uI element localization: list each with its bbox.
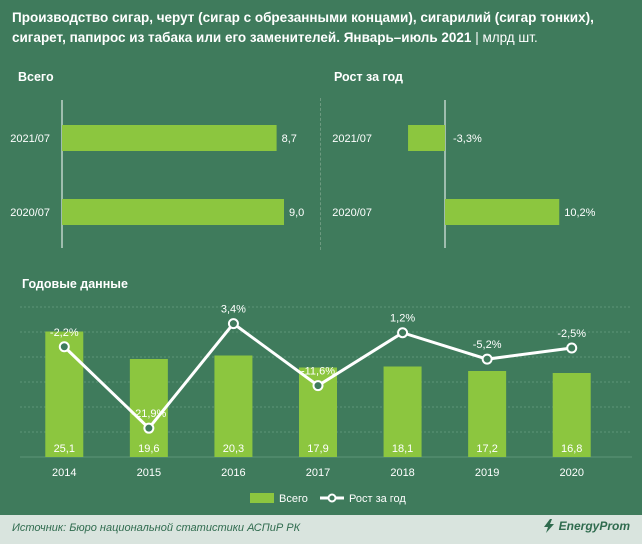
chart-canvas: 2021/07 8,7 2020/07 9,0 2021/07 -3,3% 2020/07 1… [10,100,632,505]
growth-point [227,318,239,330]
footer-bar [0,515,642,544]
brand-logo-text: EnergyProm [558,519,630,533]
source-note: Источник: Бюро национальной статистики А… [12,522,301,534]
chart-title-main: Производство сигар, черут (сигар с обрез… [12,10,594,45]
annual-bar [129,359,168,457]
growth-value-label: -5,2% [473,339,502,351]
left-panel-heading: Всего [18,70,54,84]
year-tick-label: 2019 [475,467,499,479]
year-tick-label: 2018 [390,467,414,479]
growth-value-label: 3,4% [221,304,246,316]
annual-bar [468,371,507,457]
growth-point [397,327,409,339]
growth-point [143,422,155,434]
year-tick-label: 2020 [559,467,583,479]
panel-divider [320,98,321,250]
right-bar [445,199,560,225]
bottom-panel-heading: Годовые данные [22,277,128,291]
right-category-label: 2021/07 [332,133,372,145]
annual-bar-value-label: 19,6 [138,443,159,455]
annual-bar-value-label: 18,1 [392,443,413,455]
left-value-label: 9,0 [289,207,304,219]
right-category-label: 2020/07 [332,207,372,219]
chart-title: Производство сигар, черут (сигар с обрез… [12,8,632,48]
growth-point [481,353,493,365]
chart-title-unit: | млрд шт. [475,30,538,45]
annual-bar-value-label: 25,1 [54,443,75,455]
right-value-label: 10,2% [564,207,595,219]
left-bar [62,199,284,225]
left-category-label: 2020/07 [10,207,50,219]
annual-bar [214,355,253,457]
annual-bar [45,331,84,457]
annual-bar-value-label: 17,2 [476,443,497,455]
right-value-label: -3,3% [453,133,482,145]
growth-value-label: -2,2% [50,327,79,339]
annual-bar-value-label: 20,3 [223,443,244,455]
annual-bar [552,373,591,457]
legend-bar-swatch [250,493,274,503]
year-tick-label: 2015 [137,467,161,479]
year-tick-label: 2017 [306,467,330,479]
growth-value-label: -11,6% [301,366,335,378]
year-tick-label: 2016 [221,467,245,479]
growth-point [566,342,578,354]
left-category-label: 2021/07 [10,133,50,145]
annual-bar-value-label: 16,8 [561,443,582,455]
left-bar [62,125,277,151]
right-bar [408,125,445,151]
legend-line-marker [327,493,337,503]
growth-value-label: -2,5% [557,328,586,340]
growth-value-label: -21,9% [131,408,166,420]
legend-bar-label: Всего [279,493,308,505]
growth-point [58,341,70,353]
right-panel-heading: Рост за год [334,70,403,84]
left-value-label: 8,7 [282,133,297,145]
year-tick-label: 2014 [52,467,76,479]
growth-value-label: 1,2% [390,313,415,325]
growth-point [312,380,324,392]
annual-bar [383,366,422,457]
brand-logo: EnergyProm [542,519,630,533]
lightning-icon [543,519,554,533]
annual-bar-value-label: 17,9 [307,443,328,455]
legend-line-label: Рост за год [349,493,406,505]
